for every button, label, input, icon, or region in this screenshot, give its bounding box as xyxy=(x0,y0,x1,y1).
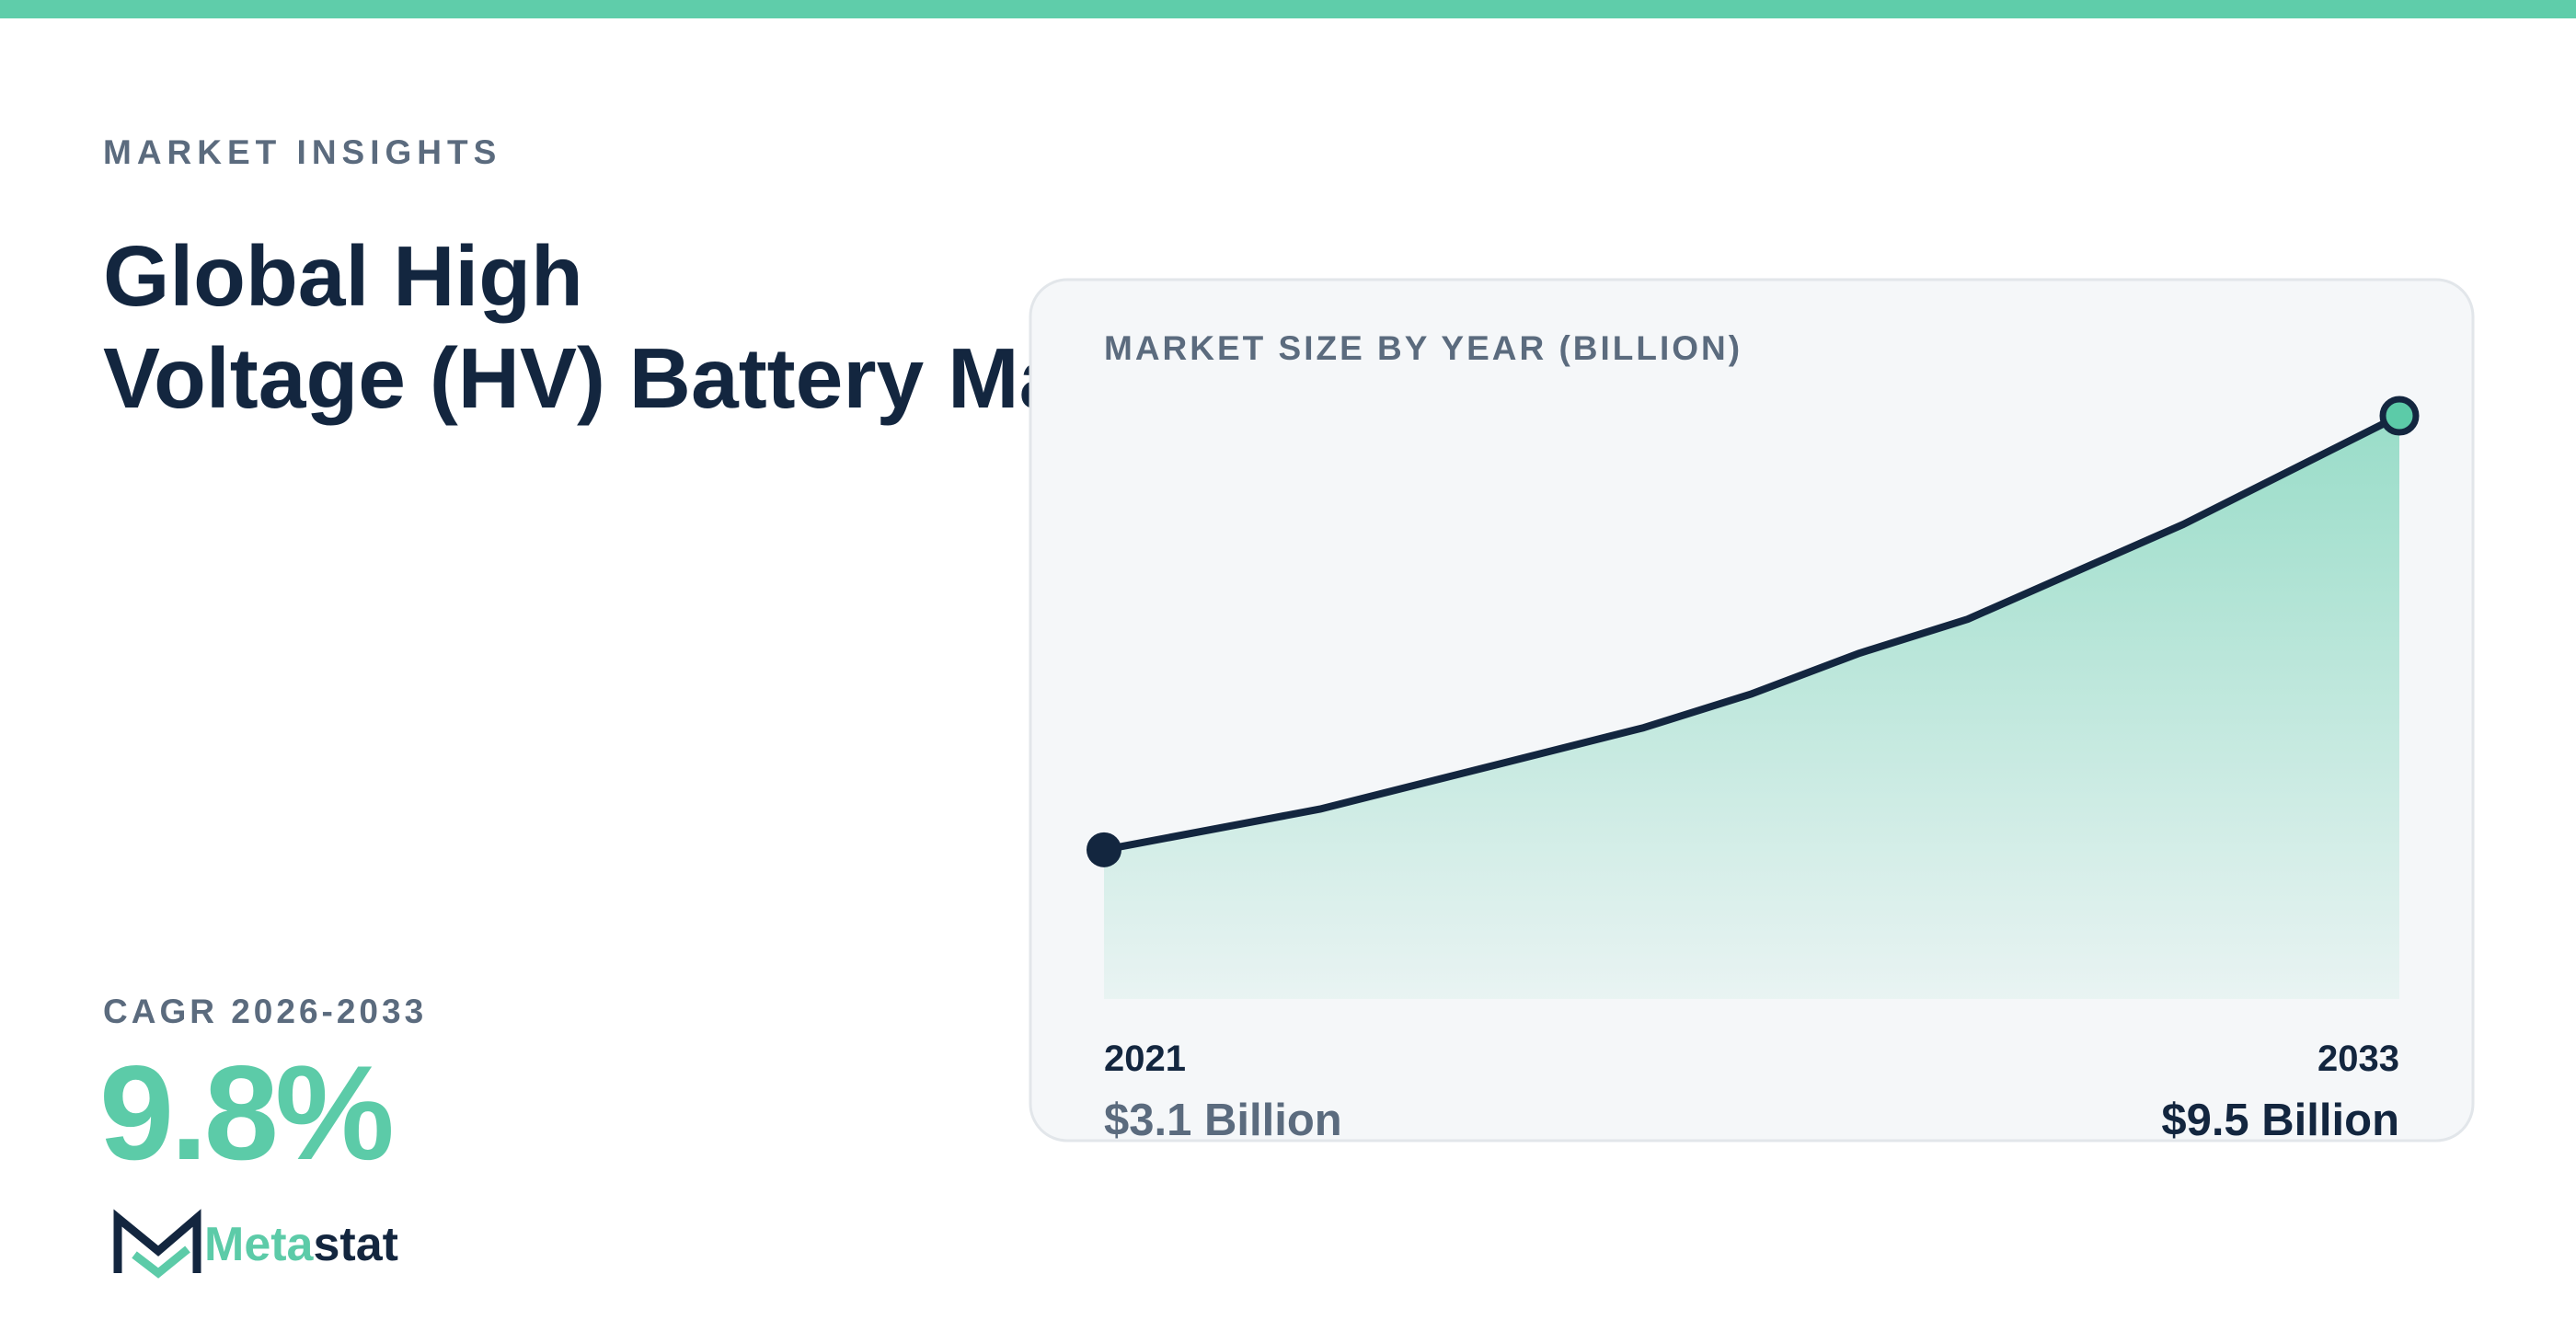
end-point xyxy=(2379,396,2420,436)
x-label: 2033 xyxy=(2317,1039,2399,1079)
chart-title: MARKET SIZE BY YEAR (BILLION) xyxy=(1104,329,1742,367)
area xyxy=(1104,416,2399,999)
title-line: Global High xyxy=(103,228,583,324)
logo-mark-accent xyxy=(132,1245,190,1279)
cagr-label: CAGR 2026-2033 xyxy=(103,993,427,1030)
logo-text: Metastat xyxy=(204,1218,398,1271)
x-label: 2021 xyxy=(1104,1039,1186,1079)
value-label: $9.5 Billion xyxy=(2161,1096,2399,1145)
logo: Metastat xyxy=(113,1209,398,1279)
logo-mark xyxy=(113,1209,201,1273)
line xyxy=(1100,412,2403,854)
cagr-value: 9.8% xyxy=(99,1038,391,1188)
logo-part: Meta xyxy=(204,1218,315,1271)
logo-part: stat xyxy=(313,1218,397,1271)
value-label: $3.1 Billion xyxy=(1104,1096,1342,1145)
top-accent-bar xyxy=(0,0,2576,18)
chart-card: MARKET SIZE BY YEAR (BILLION) 2021 $3.1 B… xyxy=(1029,278,2475,1145)
eyebrow: MARKET INSIGHTS xyxy=(103,133,501,171)
start-point xyxy=(1087,832,1121,867)
